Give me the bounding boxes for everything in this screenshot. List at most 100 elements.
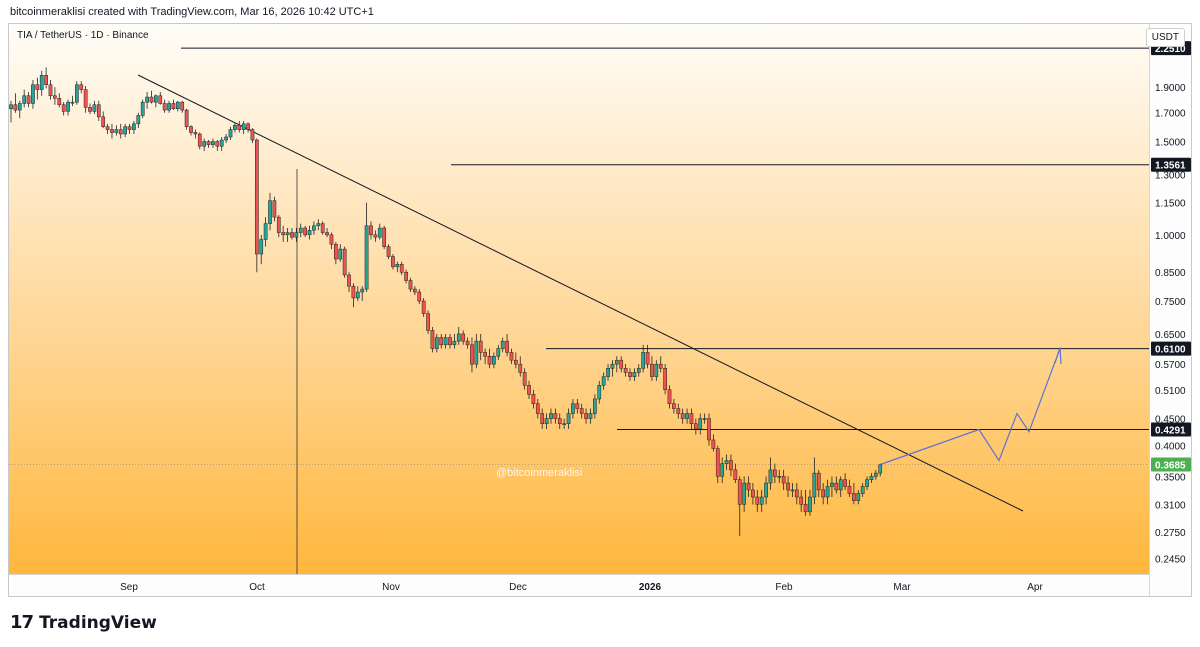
bullish-candle [92,104,97,112]
time-axis[interactable] [9,574,1149,596]
bullish-candle [759,496,764,505]
bearish-candle [650,363,654,377]
bearish-candle [83,89,88,108]
bullish-candle [259,239,264,255]
bullish-candle [22,95,27,104]
bearish-candle [110,129,114,133]
bearish-candle [127,126,132,130]
bearish-candle [584,413,588,419]
bullish-candle [263,223,268,240]
y-tick-label: 1.9000 [1155,83,1186,94]
bearish-candle [540,413,545,424]
bullish-candle [241,123,246,130]
x-tick-label: Nov [382,582,400,593]
bearish-candle [171,103,176,109]
price-level-label: 1.3561 [1155,161,1186,172]
bearish-candle [623,367,628,373]
price-level-label: 2.2510 [1155,44,1186,55]
bullish-candle [549,413,553,419]
bullish-candle [614,359,619,365]
bearish-candle [514,359,518,365]
quote-currency-button[interactable]: USDT [1145,28,1185,47]
bearish-candle [250,129,255,141]
bullish-candle [211,141,215,145]
bullish-candle [202,141,207,147]
bullish-candle [307,230,312,236]
bullish-candle [588,413,593,419]
bullish-candle [452,340,457,346]
bearish-candle [246,123,250,130]
bearish-candle [553,413,558,419]
bearish-candle [715,448,720,477]
bearish-candle [281,232,286,236]
x-tick-label: Apr [1027,582,1043,593]
y-tick-label: 0.8500 [1155,268,1186,279]
bullish-candle [724,460,729,464]
bullish-candle [31,84,35,104]
bearish-candle [149,96,154,103]
bearish-candle [487,355,492,365]
bullish-candle [123,126,127,135]
bearish-candle [693,423,698,430]
bullish-candle [768,469,773,484]
bullish-candle [571,403,575,414]
bearish-candle [254,139,259,255]
bearish-candle [303,227,307,236]
bearish-candle [645,352,650,365]
bearish-candle [426,313,430,331]
y-tick-label: 1.7000 [1155,109,1186,120]
tradingview-mark-icon: 17 [10,612,34,633]
x-tick-label: Sep [120,582,138,593]
bearish-candle [465,340,470,346]
bearish-candle [189,126,193,133]
y-tick-label: 1.0000 [1155,231,1186,242]
bearish-candle [96,104,101,118]
bearish-candle [786,482,790,491]
bullish-candle [175,101,180,109]
watermark-text: @bitcoinmeraklisi [496,467,582,479]
bullish-candle [316,223,321,227]
chart-caption: bitcoinmeraklisi created with TradingVie… [10,6,374,18]
bullish-candle [685,413,689,419]
x-tick-label: Oct [249,582,265,593]
candlestick-chart[interactable]: @bitcoinmeraklisi2.25001.90001.70001.500… [9,24,1192,597]
bullish-candle [377,227,382,238]
bearish-candle [461,333,466,342]
bullish-candle [355,291,360,299]
tradingview-logo[interactable]: 17 TradingView [10,612,157,633]
bearish-candle [206,141,211,145]
bearish-candle [237,125,242,130]
bearish-candle [579,408,584,414]
bullish-candle [136,115,141,125]
bullish-candle [742,482,746,505]
bearish-candle [118,129,123,135]
y-tick-label: 0.3100 [1155,500,1186,511]
price-level-badge [1151,157,1191,172]
bullish-candle [593,398,597,414]
bearish-candle [746,482,751,491]
bearish-candle [193,132,198,135]
bullish-candle [865,479,869,487]
bearish-candle [386,246,391,257]
bearish-candle [711,439,716,449]
price-axis[interactable] [1149,24,1191,596]
current-price-badge [1151,457,1191,472]
bullish-candle [312,225,316,231]
bullish-candle [860,486,865,494]
bullish-candle [838,479,843,491]
bearish-candle [843,479,847,487]
bearish-candle [658,363,663,369]
trend-line [137,74,1024,512]
bullish-candle [566,413,571,424]
bullish-candle [597,385,602,400]
y-tick-label: 1.5000 [1155,138,1186,149]
plot-area[interactable] [9,24,1149,574]
bearish-candle [751,489,755,498]
y-tick-label: 0.5700 [1155,360,1186,371]
bullish-candle [443,337,448,346]
price-level-label: 0.6100 [1155,345,1186,356]
bullish-candle [873,472,878,477]
bearish-candle [26,95,31,104]
bullish-candle [17,103,22,111]
bearish-candle [342,248,347,276]
